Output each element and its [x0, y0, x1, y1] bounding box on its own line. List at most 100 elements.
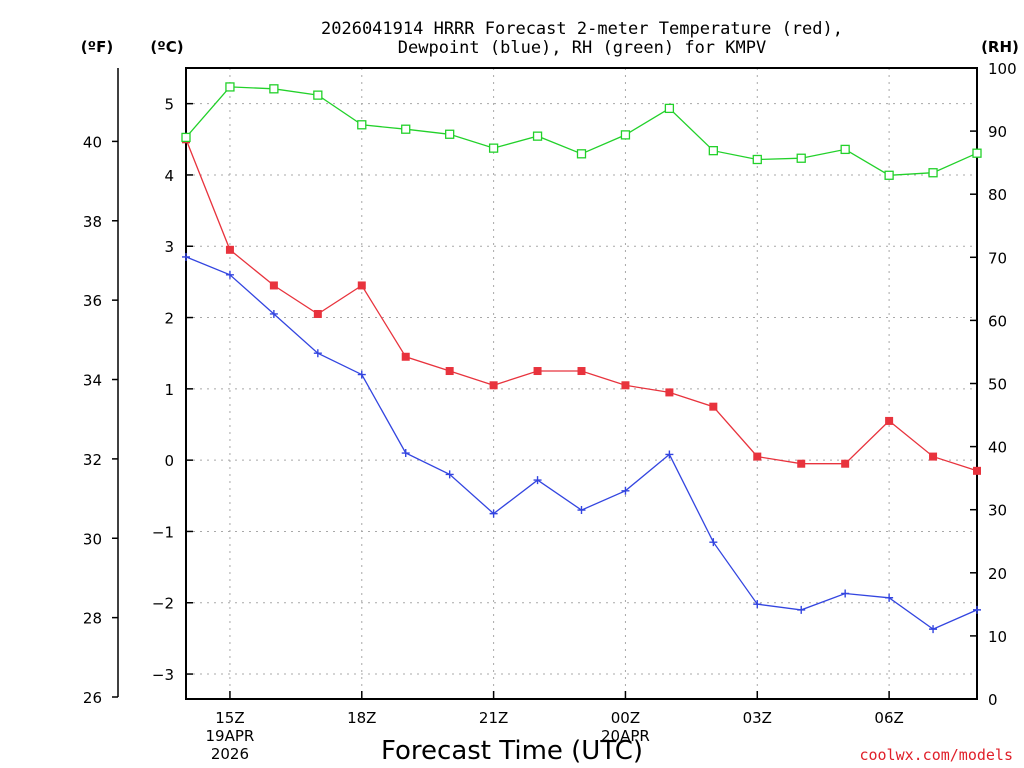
dewpoint-point	[929, 625, 938, 634]
2-meter-temperature-point	[225, 245, 234, 254]
dewpoint-point	[182, 252, 190, 261]
dewpoint-point	[973, 605, 981, 614]
dewpoint-point	[885, 593, 894, 602]
dewpoint-line	[185, 256, 978, 630]
dewpoint-point	[709, 538, 718, 547]
2-meter-temperature-point	[621, 381, 630, 390]
rh-point	[488, 143, 499, 153]
2-meter-temperature-point	[885, 416, 894, 425]
title-line-1: 2026041914 HRRR Forecast 2-meter Tempera…	[321, 19, 843, 39]
time-tick-label: 00Z	[611, 709, 640, 727]
credit-text: coolwx.com/models	[859, 746, 1013, 764]
celsius-tick-label: −2	[152, 595, 174, 613]
rh-point	[840, 144, 850, 155]
series-dewpoint	[182, 252, 981, 634]
celsius-tick-label: 2	[164, 310, 174, 328]
rh-tick-label: 30	[988, 502, 1007, 520]
celsius-tick-label: −1	[152, 523, 174, 541]
gridlines	[186, 68, 977, 699]
2-meter-temperature-point	[269, 281, 278, 290]
time-tick-year: 2026	[211, 745, 249, 763]
2-meter-temperature-point	[929, 452, 938, 461]
dewpoint-point	[841, 589, 850, 598]
time-tick-date: 20APR	[601, 727, 650, 745]
celsius-tick-label: 1	[164, 381, 174, 399]
celsius-tick-label: 0	[164, 452, 174, 470]
rh-point	[928, 168, 938, 178]
fahrenheit-tick-label: 30	[83, 530, 102, 548]
rh-tick-label: 10	[988, 628, 1007, 646]
celsius-tick-label: 5	[164, 96, 174, 114]
time-tick-date: 19APR	[206, 727, 255, 745]
fahrenheit-tick-label: 34	[83, 372, 102, 390]
2-meter-temperature-point	[709, 402, 718, 411]
series-rh	[181, 82, 982, 180]
dewpoint-point	[533, 476, 542, 485]
fahrenheit-tick-label: 32	[83, 451, 102, 469]
dewpoint-point	[797, 605, 806, 614]
2-meter-temperature-point	[401, 352, 410, 361]
celsius-unit-label: (ºC)	[150, 38, 183, 56]
rh-tick-label: 0	[988, 691, 998, 709]
fahrenheit-axis: 26 28 30 32 34 36 38 40	[83, 68, 119, 707]
time-tick-label: 18Z	[347, 709, 376, 727]
dewpoint-point	[225, 270, 234, 279]
rh-tick-label: 20	[988, 565, 1007, 583]
2-meter-temperature-point	[841, 459, 850, 468]
fahrenheit-tick-label: 26	[83, 689, 102, 707]
dewpoint-point	[401, 449, 410, 458]
fahrenheit-tick-label: 38	[83, 213, 102, 231]
dewpoint-point	[269, 309, 278, 318]
rh-line	[185, 86, 978, 176]
dewpoint-point	[445, 470, 454, 479]
rh-tick-label: 80	[988, 186, 1007, 204]
celsius-tick-label: 3	[164, 238, 174, 256]
rh-axis: 0 10 20 30 40 50 60 70 80 90 100	[970, 60, 1017, 709]
rh-tick-label: 50	[988, 376, 1007, 394]
title-line-2: Dewpoint (blue), RH (green) for KMPV	[398, 38, 766, 58]
rh-point	[708, 146, 718, 156]
celsius-tick-label: −3	[152, 666, 174, 684]
rh-unit-label: (RH)	[981, 38, 1019, 56]
rh-tick-label: 70	[988, 249, 1007, 267]
dewpoint-point	[489, 509, 498, 518]
fahrenheit-unit-label: (ºF)	[81, 38, 113, 56]
x-axis-title: Forecast Time (UTC)	[381, 736, 643, 766]
2-meter-temperature-point	[533, 367, 542, 376]
time-tick-label: 21Z	[479, 709, 508, 727]
rh-tick-label: 100	[988, 60, 1017, 78]
rh-point	[532, 131, 543, 141]
rh-point	[401, 124, 411, 134]
2-meter-temperature-point	[489, 381, 498, 390]
rh-point	[269, 84, 279, 94]
dewpoint-point	[621, 486, 630, 495]
dewpoint-point	[313, 349, 322, 358]
rh-point	[225, 82, 235, 92]
rh-point	[972, 148, 982, 158]
time-tick-label: 03Z	[743, 709, 772, 727]
rh-point	[620, 130, 631, 140]
2-meter-temperature-point	[313, 309, 322, 318]
fahrenheit-tick-label: 36	[83, 292, 102, 310]
2-meter-temperature-point	[797, 459, 806, 468]
celsius-axis: −3 −2 −1 0 1 2 3 4 5	[152, 96, 193, 684]
fahrenheit-tick-label: 40	[83, 133, 102, 151]
2-meter-temperature-point	[973, 466, 981, 475]
fahrenheit-tick-label: 28	[83, 610, 102, 628]
2-meter-temperature-point	[665, 388, 674, 397]
2-meter-temperature-point	[445, 367, 454, 376]
rh-point	[884, 170, 894, 180]
rh-point	[796, 153, 806, 163]
rh-point	[181, 132, 191, 143]
2-meter-temperature-point	[577, 367, 586, 376]
rh-point	[313, 90, 323, 100]
dewpoint-point	[357, 370, 366, 379]
rh-tick-label: 90	[988, 123, 1007, 141]
celsius-tick-label: 4	[164, 167, 174, 185]
rh-tick-label: 40	[988, 439, 1007, 457]
chart-title: 2026041914 HRRR Forecast 2-meter Tempera…	[321, 19, 843, 58]
dewpoint-point	[665, 450, 674, 459]
series-2-meter-temperature	[182, 135, 981, 475]
